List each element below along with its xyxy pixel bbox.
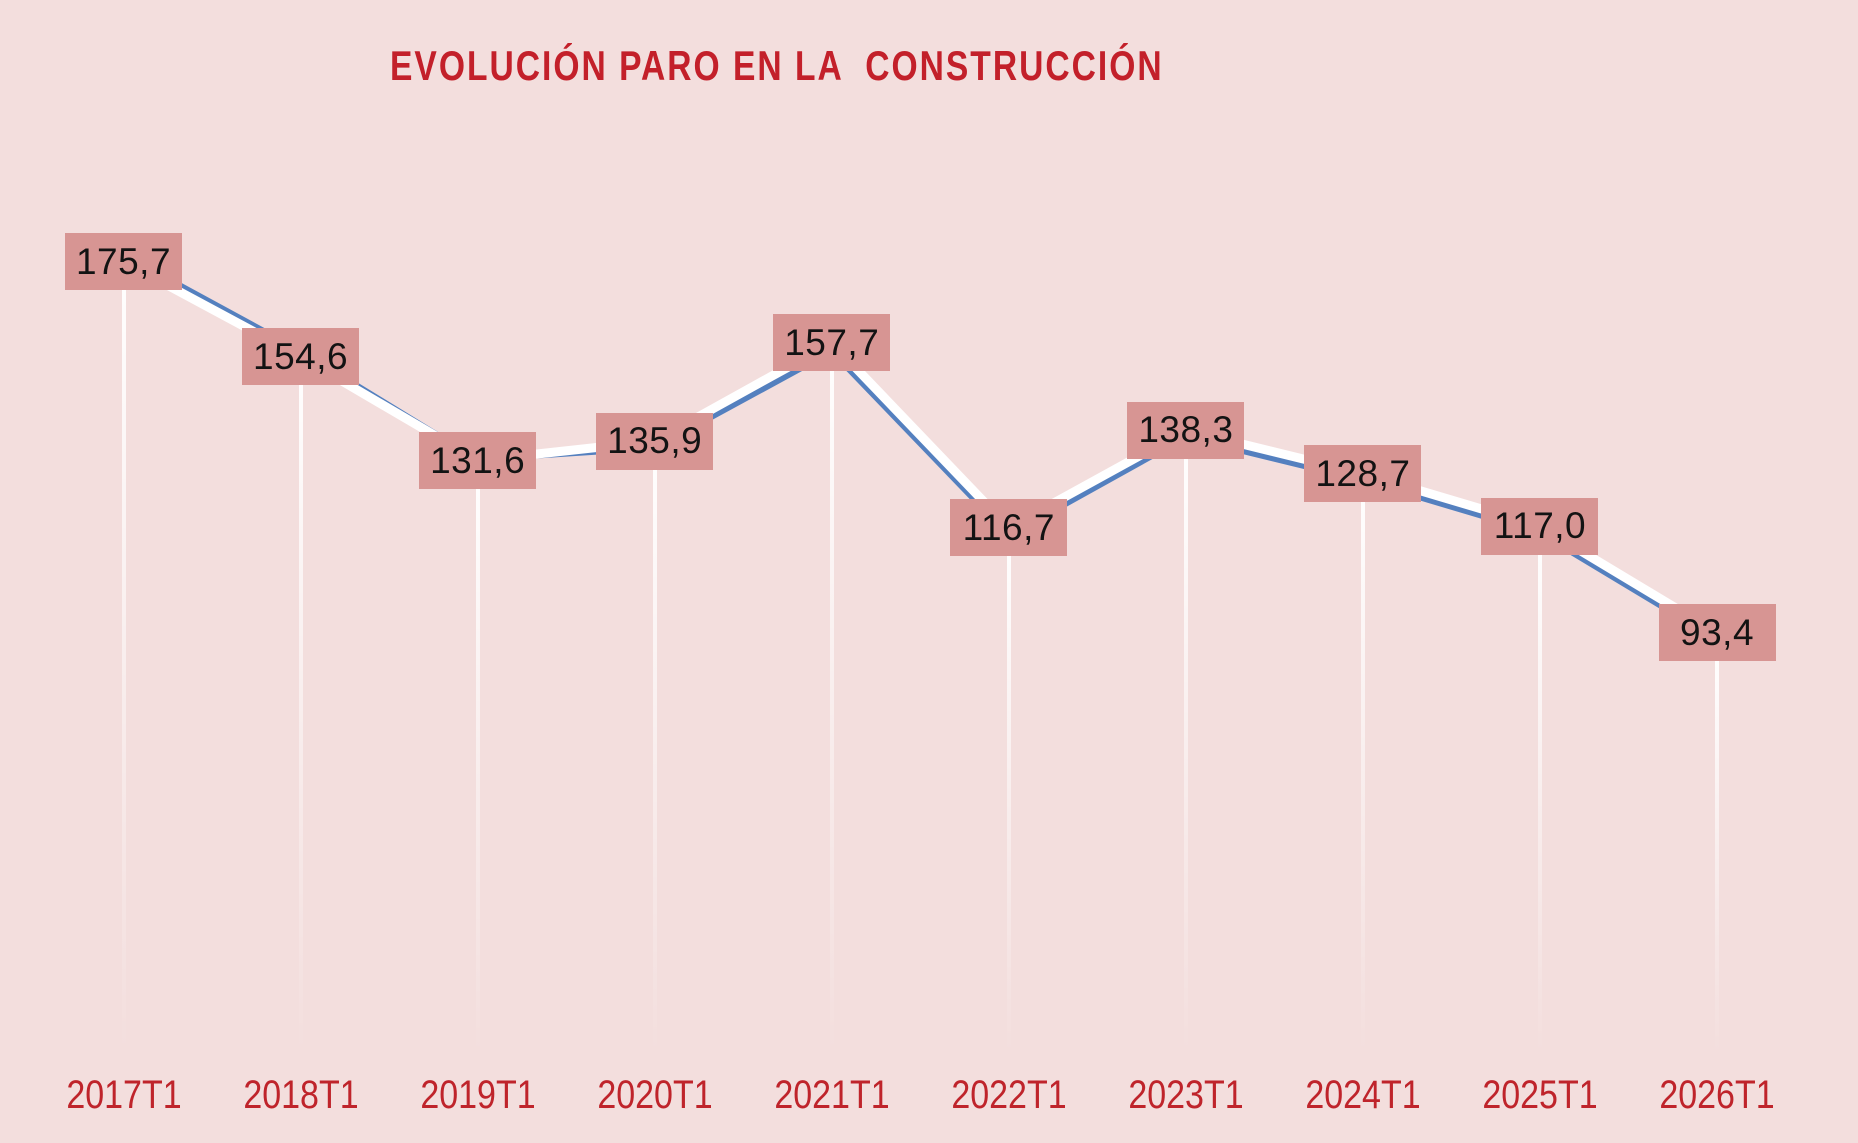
x-axis-label: 2024T1 [1305, 1073, 1421, 1117]
x-axis-label: 2022T1 [951, 1073, 1067, 1117]
drop-line [298, 383, 303, 1055]
value-label-box: 131,6 [419, 432, 537, 490]
x-axis-label: 2018T1 [242, 1073, 359, 1117]
x-axis-label: 2023T1 [1128, 1073, 1244, 1117]
value-label-box: 175,7 [65, 233, 182, 291]
value-label-box: 116,7 [950, 499, 1068, 557]
series-line-white [121, 257, 1720, 637]
value-label-box: 135,9 [596, 412, 714, 470]
drop-line [652, 467, 657, 1055]
drop-line [829, 369, 834, 1055]
drop-line [121, 288, 126, 1055]
x-axis-label: 2025T1 [1482, 1073, 1598, 1117]
x-axis-label: 2019T1 [419, 1073, 536, 1117]
series-line-blue [122, 252, 1719, 643]
drop-line [1715, 659, 1720, 1055]
x-axis-label: 2021T1 [774, 1073, 890, 1117]
drop-line [1537, 552, 1542, 1055]
drop-line [1183, 456, 1188, 1055]
value-label-box: 154,6 [242, 328, 360, 386]
value-label-box: 117,0 [1481, 497, 1599, 555]
x-axis-label: 2026T1 [1659, 1073, 1775, 1117]
drop-line [475, 487, 480, 1055]
x-axis-label: 2017T1 [65, 1073, 182, 1117]
drop-line [1006, 554, 1011, 1055]
chart-title: EVOLUCIÓN PARO EN LA CONSTRUCCIÓN [390, 42, 1164, 89]
x-axis-label: 2020T1 [597, 1073, 713, 1117]
drop-line [1360, 500, 1365, 1055]
value-label-box: 128,7 [1304, 445, 1422, 503]
value-label-box: 157,7 [773, 314, 891, 372]
value-label-box: 93,4 [1658, 604, 1776, 662]
value-label-box: 138,3 [1127, 401, 1245, 459]
